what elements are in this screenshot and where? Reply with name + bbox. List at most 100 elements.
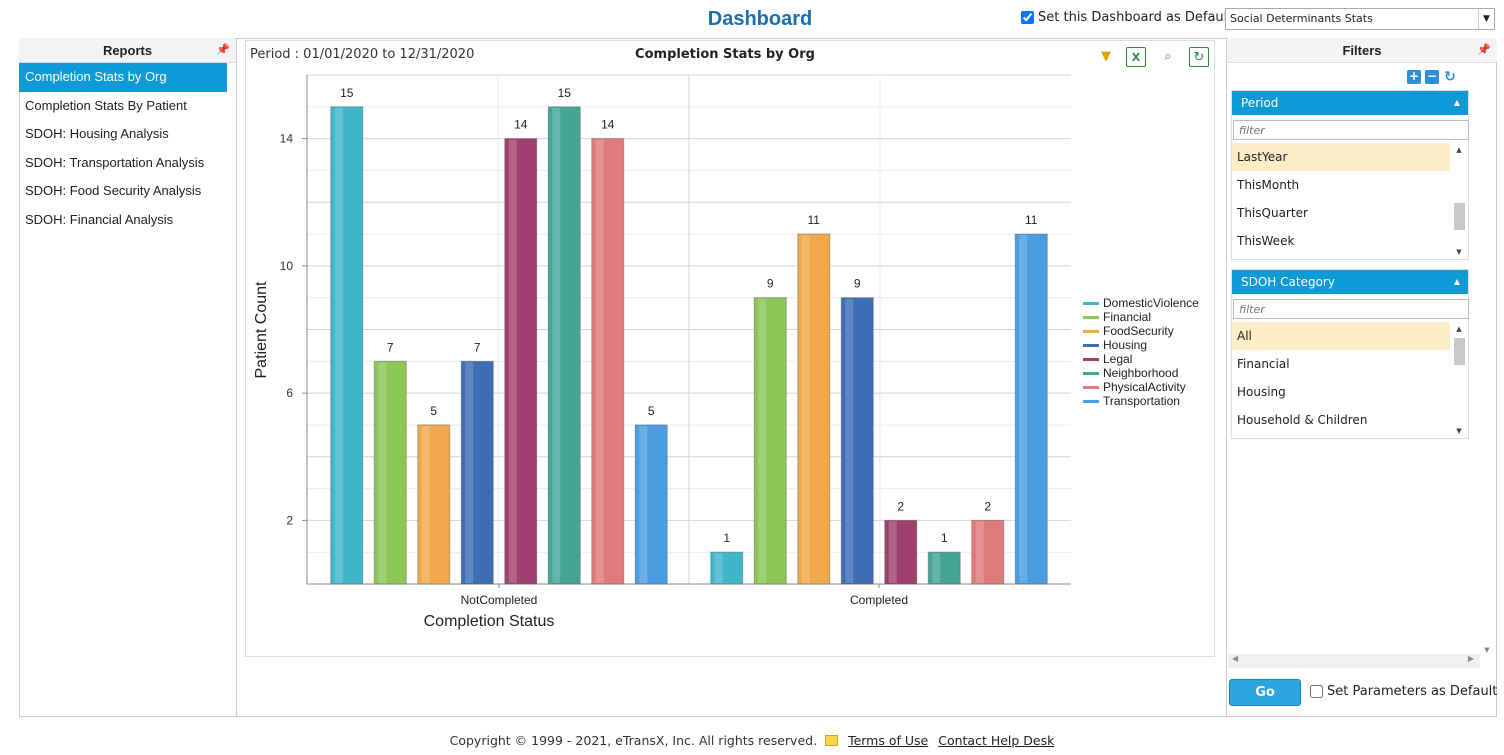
- filter-icon[interactable]: ▼: [1101, 49, 1111, 64]
- filter-controls: + − ↻: [1407, 70, 1457, 84]
- legend-swatch: [1083, 330, 1099, 333]
- bar-highlight: [845, 298, 854, 583]
- data-label: 14: [514, 118, 528, 132]
- expand-all-icon[interactable]: +: [1407, 69, 1421, 84]
- filter-option[interactable]: Financial: [1237, 357, 1290, 371]
- terms-link[interactable]: Terms of Use: [848, 733, 929, 748]
- bar-highlight: [465, 362, 474, 583]
- period-filter-input[interactable]: [1233, 120, 1469, 140]
- chevron-down-icon[interactable]: ▼: [1478, 9, 1494, 29]
- filter-option[interactable]: LastYear: [1232, 143, 1450, 171]
- bar-highlight: [334, 107, 343, 583]
- zoom-icon[interactable]: ⌕: [1164, 49, 1172, 64]
- chevron-up-icon[interactable]: ▲: [1453, 98, 1460, 107]
- x-category-label: NotCompleted: [461, 593, 538, 607]
- filter-option[interactable]: ThisMonth: [1237, 178, 1300, 192]
- filter-option[interactable]: Household & Children: [1237, 413, 1368, 427]
- bar-highlight: [714, 553, 723, 583]
- filter-option[interactable]: Housing: [1237, 385, 1286, 399]
- period-label: Period : 01/01/2020 to 12/31/2020: [250, 47, 475, 62]
- legend-swatch: [1083, 344, 1099, 347]
- report-item[interactable]: SDOH: Financial Analysis: [25, 211, 174, 227]
- legend-swatch: [1083, 400, 1099, 403]
- report-item[interactable]: Completion Stats By Patient: [25, 97, 187, 113]
- filter-option[interactable]: ThisQuarter: [1237, 206, 1308, 220]
- scroll-left-icon[interactable]: ◀: [1232, 654, 1239, 663]
- filters-panel-header: Filters 📌: [1227, 38, 1497, 63]
- data-label: 15: [558, 86, 572, 100]
- filter-option[interactable]: ThisWeek: [1237, 234, 1295, 248]
- legend-swatch: [1083, 358, 1099, 361]
- scroll-up-icon[interactable]: ▲: [1456, 146, 1462, 154]
- sdoh-category-list: All Financial Housing Household & Children …: [1232, 322, 1468, 438]
- period-scrollbar[interactable]: ▲ ▼: [1452, 143, 1466, 259]
- scroll-thumb[interactable]: [1454, 203, 1465, 230]
- filter-group-header[interactable]: Period ▲: [1232, 91, 1468, 115]
- legend-label: Housing: [1103, 338, 1147, 352]
- sdoh-scrollbar[interactable]: ▲ ▼: [1452, 322, 1466, 438]
- filter-option[interactable]: All: [1232, 322, 1450, 350]
- scroll-thumb[interactable]: [1454, 338, 1465, 365]
- filter-group-header[interactable]: SDOH Category ▲: [1232, 270, 1468, 294]
- bar: [884, 519, 918, 585]
- bar: [840, 297, 874, 585]
- report-item[interactable]: SDOH: Food Security Analysis: [25, 183, 202, 199]
- dashboard-select[interactable]: Social Determinants Stats ▼: [1225, 8, 1495, 30]
- pin-icon[interactable]: 📌: [216, 44, 230, 56]
- reports-heading: Reports: [102, 43, 153, 58]
- excel-export-icon[interactable]: X: [1126, 47, 1146, 67]
- bar: [417, 424, 451, 585]
- bar: [634, 424, 668, 585]
- bar-highlight: [975, 521, 984, 583]
- scroll-down-icon[interactable]: ▼: [1484, 646, 1490, 654]
- legend-label: Transportation: [1103, 394, 1180, 408]
- param-default-toggle[interactable]: Set Parameters as Default: [1310, 684, 1497, 699]
- default-dashboard-checkbox[interactable]: [1021, 11, 1034, 24]
- scroll-up-icon[interactable]: ▲: [1456, 325, 1462, 333]
- filters-heading: Filters: [1342, 43, 1382, 58]
- report-item[interactable]: SDOH: Housing Analysis: [25, 126, 169, 142]
- data-label: 5: [430, 404, 437, 418]
- default-dashboard-toggle[interactable]: Set this Dashboard as Default: [1021, 10, 1232, 25]
- filter-group-title: Period: [1241, 96, 1279, 110]
- scroll-down-icon[interactable]: ▼: [1456, 427, 1462, 435]
- param-default-checkbox[interactable]: [1310, 685, 1323, 698]
- collapse-all-icon[interactable]: −: [1425, 69, 1439, 84]
- legend-label: Financial: [1103, 310, 1151, 324]
- bar-highlight: [378, 362, 387, 583]
- filters-vertical-scrollbar[interactable]: ▼: [1480, 64, 1494, 654]
- go-button[interactable]: Go: [1229, 679, 1301, 706]
- bar: [753, 297, 787, 585]
- report-item[interactable]: SDOH: Transportation Analysis: [25, 154, 205, 170]
- bar-highlight: [932, 553, 941, 583]
- chart-panel: [245, 40, 1215, 657]
- reports-panel-header: Reports 📌: [19, 38, 236, 63]
- data-label: 11: [808, 213, 821, 227]
- dashboard-frame: [19, 38, 1497, 717]
- chevron-up-icon[interactable]: ▲: [1453, 277, 1460, 286]
- note-icon: [825, 735, 839, 746]
- help-desk-link[interactable]: Contact Help Desk: [938, 733, 1055, 748]
- data-label: 9: [767, 277, 774, 291]
- sdoh-filter-input[interactable]: [1233, 299, 1469, 319]
- legend-swatch: [1083, 316, 1099, 319]
- report-item[interactable]: Completion Stats by Org: [19, 63, 227, 92]
- bar: [797, 233, 831, 585]
- data-label: 1: [941, 531, 948, 545]
- refresh-icon[interactable]: ↻: [1189, 47, 1209, 67]
- y-tick-label: 2: [286, 513, 293, 527]
- bar-highlight: [595, 139, 604, 583]
- scroll-down-icon[interactable]: ▼: [1456, 248, 1462, 256]
- filters-horizontal-scrollbar[interactable]: ◀ ▶: [1228, 654, 1480, 668]
- legend-label: DomesticViolence: [1103, 296, 1199, 310]
- chart-title: Completion Stats by Org: [635, 47, 815, 62]
- data-label: 9: [854, 277, 861, 291]
- reports-panel: Reports 📌 Completion Stats by Org Complet…: [19, 38, 237, 717]
- legend-label: Neighborhood: [1103, 366, 1178, 380]
- data-label: 11: [1025, 213, 1038, 227]
- scroll-right-icon[interactable]: ▶: [1467, 654, 1474, 663]
- reset-filters-icon[interactable]: ↻: [1444, 69, 1456, 85]
- bar-highlight: [758, 298, 767, 583]
- pin-icon[interactable]: 📌: [1477, 44, 1491, 56]
